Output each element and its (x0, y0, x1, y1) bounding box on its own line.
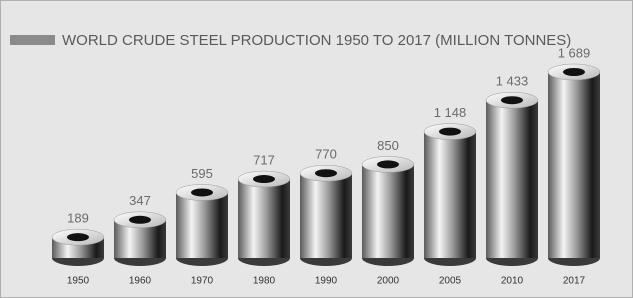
bar (238, 179, 290, 258)
value-label: 189 (67, 211, 89, 226)
value-label: 595 (191, 166, 213, 181)
cylinder-hole (129, 216, 151, 224)
bar (176, 192, 228, 258)
cylinder-hole (563, 68, 585, 76)
cylinder-hole (67, 233, 89, 241)
value-label: 1 689 (558, 45, 591, 60)
value-label: 1 433 (496, 74, 529, 89)
cylinder-hole (253, 175, 275, 183)
value-label: 717 (253, 152, 275, 167)
x-tick-label: 1990 (315, 276, 338, 287)
x-tick-label: 2000 (377, 276, 400, 287)
bar (300, 173, 352, 258)
bar (362, 164, 414, 258)
value-label: 770 (315, 147, 337, 162)
x-tick-label: 1980 (253, 276, 276, 287)
x-tick-label: 2017 (563, 276, 586, 287)
x-tick-label: 1950 (67, 276, 90, 287)
bar (424, 132, 476, 258)
bar (486, 100, 538, 258)
cylinder-hole (315, 169, 337, 177)
cylinder-hole (191, 188, 213, 196)
bar (548, 72, 600, 258)
value-label: 850 (377, 138, 399, 153)
x-tick-label: 1960 (129, 276, 152, 287)
x-tick-label: 2010 (501, 276, 524, 287)
cylinder-hole (439, 128, 461, 136)
chart-title: WORLD CRUDE STEEL PRODUCTION 1950 TO 201… (62, 32, 571, 49)
cylinder-hole (501, 96, 523, 104)
x-tick-label: 1970 (191, 276, 214, 287)
value-label: 347 (129, 193, 151, 208)
chart: WORLD CRUDE STEEL PRODUCTION 1950 TO 201… (0, 0, 633, 298)
cylinder-hole (377, 160, 399, 168)
x-tick-label: 2005 (439, 276, 462, 287)
title-bar (10, 35, 55, 45)
value-label: 1 148 (434, 105, 467, 120)
